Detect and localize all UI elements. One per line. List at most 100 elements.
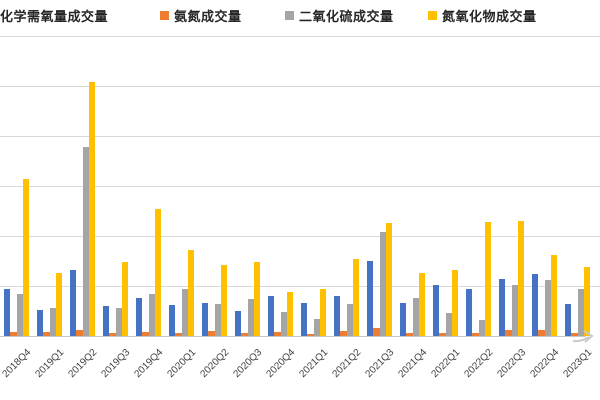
bar-2023Q1-s3 bbox=[583, 267, 590, 336]
gridline bbox=[0, 286, 600, 287]
bar-2022Q4-s1 bbox=[538, 330, 545, 336]
bar-2019Q2-s1 bbox=[76, 330, 83, 336]
bar-2020Q2-s2 bbox=[214, 304, 221, 336]
bar-2021Q4-s0 bbox=[400, 303, 407, 336]
x-tick-label: 2020Q3 bbox=[231, 347, 265, 380]
bar-2019Q1-s1 bbox=[43, 332, 50, 336]
bar-2021Q4-s3 bbox=[418, 273, 425, 336]
bar-2018Q4-s1 bbox=[10, 332, 17, 336]
x-axis-labels: 2018Q4 2019Q1 2019Q2 2019Q3 2019Q4 2020Q1 2020… bbox=[0, 337, 600, 400]
bar-2021Q2-s3 bbox=[352, 259, 359, 336]
bar-2020Q4-s1 bbox=[274, 332, 281, 336]
legend-swatch-icon bbox=[160, 10, 169, 20]
legend-label: 氮氧化物成交量 bbox=[442, 8, 537, 24]
x-tick-label: 2019Q3 bbox=[99, 347, 133, 380]
legend-label: 氨氮成交量 bbox=[174, 8, 242, 24]
bar-2019Q4-s2 bbox=[148, 294, 155, 336]
bar-2022Q4-s2 bbox=[544, 280, 551, 336]
bar-2019Q1-s2 bbox=[49, 308, 56, 336]
bar-2020Q3-s0 bbox=[235, 311, 242, 336]
bar-2022Q2-s3 bbox=[484, 222, 491, 336]
legend-item: 二氧化硫成交量 bbox=[285, 6, 394, 24]
gridline bbox=[0, 236, 600, 237]
bar-2019Q1-s0 bbox=[37, 310, 44, 336]
bar-2018Q4-s0 bbox=[4, 289, 11, 336]
bar-2022Q2-s2 bbox=[478, 320, 485, 336]
bar-2022Q4-s3 bbox=[550, 255, 557, 336]
x-tick-label: 2020Q2 bbox=[198, 347, 232, 380]
gridline bbox=[0, 86, 600, 87]
bar-2019Q2-s3 bbox=[88, 82, 95, 336]
legend-swatch-icon bbox=[428, 10, 437, 20]
bar-2022Q1-s3 bbox=[451, 270, 458, 336]
bar-2022Q3-s0 bbox=[499, 279, 506, 336]
bar-2019Q1-s3 bbox=[55, 273, 62, 336]
x-tick-label: 2020Q4 bbox=[264, 347, 298, 380]
bar-2020Q4-s2 bbox=[280, 312, 287, 336]
bar-2022Q2-s0 bbox=[466, 289, 473, 336]
x-tick-label: 2019Q2 bbox=[66, 347, 100, 380]
bar-2022Q3-s1 bbox=[505, 330, 512, 336]
bar-2020Q4-s3 bbox=[286, 292, 293, 336]
bar-2020Q1-s0 bbox=[169, 305, 176, 336]
bar-2020Q3-s2 bbox=[247, 299, 254, 336]
bar-2021Q3-s1 bbox=[373, 328, 380, 336]
bar-2020Q1-s1 bbox=[175, 333, 182, 336]
bar-2019Q4-s0 bbox=[136, 298, 143, 336]
bar-2019Q3-s0 bbox=[103, 306, 110, 336]
bar-2020Q2-s3 bbox=[220, 265, 227, 336]
x-tick-label: 2021Q2 bbox=[330, 347, 364, 380]
plot-area bbox=[0, 36, 600, 337]
bar-2020Q3-s3 bbox=[253, 262, 260, 336]
legend-label: 化学需氧量成交量 bbox=[0, 8, 109, 24]
x-tick-label: 2021Q3 bbox=[363, 347, 397, 380]
bar-2021Q3-s2 bbox=[379, 232, 386, 336]
bar-2021Q1-s3 bbox=[319, 289, 326, 336]
bar-2020Q2-s1 bbox=[208, 331, 215, 336]
bar-2020Q2-s0 bbox=[202, 303, 209, 336]
bar-2022Q3-s2 bbox=[511, 285, 518, 336]
x-tick-label: 2018Q4 bbox=[0, 347, 34, 380]
bar-2023Q1-s2 bbox=[577, 289, 584, 336]
bar-2020Q1-s3 bbox=[187, 250, 194, 336]
x-tick-label: 2020Q1 bbox=[165, 347, 199, 380]
bar-2022Q1-s0 bbox=[433, 285, 440, 336]
bar-2018Q4-s3 bbox=[22, 179, 29, 336]
x-tick-label: 2022Q2 bbox=[462, 347, 496, 380]
x-axis-line bbox=[0, 336, 586, 337]
x-tick-label: 2019Q4 bbox=[132, 347, 166, 380]
legend-label: 二氧化硫成交量 bbox=[299, 8, 394, 24]
bar-2022Q4-s0 bbox=[532, 274, 539, 336]
x-tick-label: 2021Q4 bbox=[396, 347, 430, 380]
legend-item: 化学需氧量成交量 bbox=[0, 6, 108, 24]
bar-2021Q2-s1 bbox=[340, 331, 347, 336]
bar-2021Q1-s2 bbox=[313, 319, 320, 336]
bar-2020Q3-s1 bbox=[241, 333, 248, 336]
bar-2023Q1-s1 bbox=[571, 333, 578, 336]
bar-2022Q1-s2 bbox=[445, 313, 452, 336]
legend-item: 氨氮成交量 bbox=[160, 6, 242, 24]
bar-2020Q4-s0 bbox=[268, 296, 275, 336]
bar-2019Q3-s3 bbox=[121, 262, 128, 336]
bar-2021Q1-s1 bbox=[307, 334, 314, 336]
bar-2021Q4-s1 bbox=[406, 333, 413, 336]
gridline bbox=[0, 186, 600, 187]
x-tick-label: 2022Q4 bbox=[528, 347, 562, 380]
bar-2019Q3-s2 bbox=[115, 308, 122, 336]
x-tick-label: 2022Q3 bbox=[495, 347, 529, 380]
bar-2019Q3-s1 bbox=[109, 333, 116, 336]
bar-2021Q2-s2 bbox=[346, 304, 353, 336]
bar-2021Q2-s0 bbox=[334, 296, 341, 336]
x-tick-label: 2019Q1 bbox=[33, 347, 67, 380]
bar-2022Q2-s1 bbox=[472, 333, 479, 336]
legend-item: 氮氧化物成交量 bbox=[428, 6, 537, 24]
axis-end-arrow-icon bbox=[572, 330, 594, 343]
gridline bbox=[0, 36, 600, 37]
gridline bbox=[0, 136, 600, 137]
bar-2022Q1-s1 bbox=[439, 333, 446, 336]
bar-2021Q4-s2 bbox=[412, 298, 419, 336]
bar-2019Q4-s3 bbox=[154, 209, 161, 336]
bar-2021Q3-s0 bbox=[367, 261, 374, 336]
bar-2021Q1-s0 bbox=[301, 303, 308, 336]
